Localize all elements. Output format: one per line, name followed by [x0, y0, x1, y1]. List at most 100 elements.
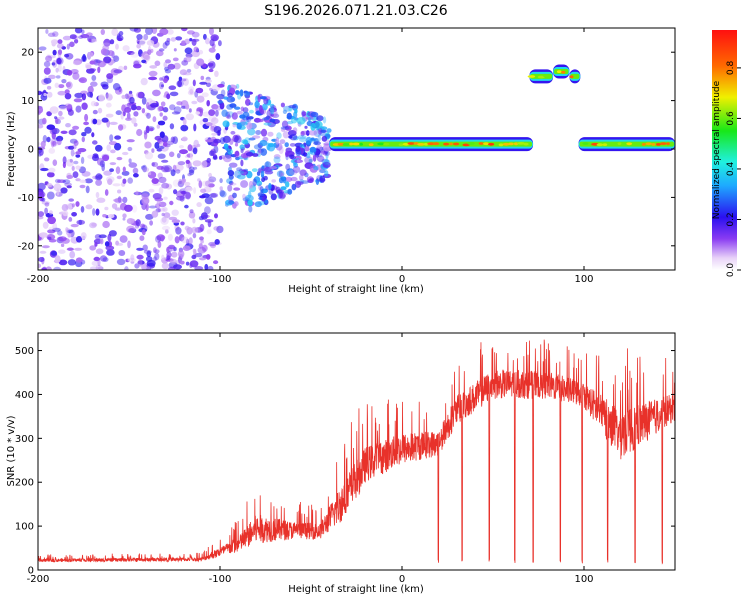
- spectrogram-noise-blob: [219, 101, 225, 110]
- spectrogram-noise-blob: [121, 94, 126, 99]
- spectrogram-noise-blob: [198, 243, 203, 249]
- spectrogram-noise-blob: [255, 130, 262, 135]
- spectrogram-noise-blob: [89, 222, 97, 229]
- tone-peak: [537, 75, 545, 79]
- spectrogram-noise-blob: [216, 225, 224, 234]
- spectrogram-noise-blob: [69, 41, 75, 48]
- spectrogram-noise-blob: [194, 90, 199, 98]
- spectrogram-noise-blob: [146, 259, 156, 267]
- spectrogram-noise-blob: [287, 188, 293, 195]
- spectrogram-noise-blob: [110, 55, 118, 61]
- spectrogram-noise-blob: [236, 174, 246, 180]
- spectrogram-noise-blob: [282, 176, 287, 184]
- spectrogram-noise-blob: [38, 46, 47, 51]
- spectrogram-noise-blob: [170, 37, 177, 42]
- spectrogram-noise-blob: [270, 193, 277, 201]
- tone-peak: [462, 143, 470, 147]
- spectrogram-noise-blob: [60, 243, 65, 247]
- snr-panel: -200 -100 0 100 0 100 200 300 400 500 Height of s…: [6, 332, 676, 595]
- spectrogram-noise-blob: [76, 219, 85, 225]
- spectrogram-noise-blob: [159, 77, 163, 81]
- spectrogram-noise-blob: [106, 249, 115, 256]
- spectrogram-noise-blob: [208, 109, 216, 116]
- spectrogram-noise-blob: [54, 82, 59, 89]
- spectrogram-noise-blob: [196, 143, 201, 148]
- spectrogram-noise-blob: [214, 213, 218, 219]
- spectrogram-noise-blob: [106, 144, 111, 152]
- spectrogram-noise-blob: [73, 160, 79, 165]
- spectrogram-noise-blob: [248, 102, 254, 106]
- spectrogram-noise-blob: [50, 250, 57, 256]
- spectrogram-noise-blob: [151, 161, 159, 168]
- spectrogram-xtick-label: -200: [27, 274, 50, 285]
- spectrogram-noise-blob: [143, 53, 151, 62]
- spectrogram-noise-blob: [110, 149, 116, 154]
- spectrogram-noise-blob: [160, 101, 166, 107]
- spectrogram-noise-blob: [278, 191, 286, 200]
- spectrogram-noise-blob: [107, 214, 115, 219]
- spectrogram-noise-blob: [84, 178, 93, 184]
- spectrogram-noise-blob: [57, 49, 63, 55]
- spectrogram-noise-blob: [185, 191, 191, 200]
- snr-ytick-label: 200: [15, 478, 34, 489]
- spectrogram-noise-blob: [171, 209, 179, 216]
- spectrogram-noise-blob: [144, 141, 152, 149]
- spectrogram-noise-blob: [133, 63, 142, 69]
- spectrogram-noise-blob: [42, 245, 50, 249]
- spectrogram-noise-blob: [315, 178, 320, 186]
- spectrogram-noise-blob: [78, 219, 83, 226]
- spectrogram-noise-blob: [154, 197, 164, 202]
- spectrogram-noise-blob: [95, 144, 103, 152]
- spectrogram-noise-blob: [223, 143, 229, 149]
- spectrogram-noise-blob: [211, 104, 219, 110]
- spectrogram-noise-blob: [69, 34, 77, 40]
- spectrogram-noise-blob: [248, 205, 253, 213]
- spectrogram-noise-blob: [102, 214, 107, 218]
- spectrogram-noise-blob: [163, 165, 173, 173]
- spectrogram-noise-blob: [162, 115, 168, 121]
- spectrogram-noise-blob: [116, 175, 122, 180]
- spectrogram-noise-blob: [322, 116, 327, 124]
- spectrogram-noise-blob: [88, 68, 97, 72]
- spectrogram-noise-blob: [208, 193, 217, 198]
- spectrogram-noise-blob: [196, 58, 205, 66]
- spectrogram-noise-blob: [210, 243, 216, 249]
- spectrogram-noise-blob: [282, 109, 287, 115]
- spectrogram-noise-blob: [267, 143, 276, 152]
- spectrogram-noise-blob: [222, 120, 230, 128]
- spectrogram-ytick-label: 0: [28, 145, 34, 156]
- spectrogram-noise-blob: [184, 47, 193, 54]
- spectrogram-noise-blob: [242, 111, 250, 118]
- spectrogram-noise-blob: [323, 159, 331, 166]
- spectrogram-noise-blob: [290, 117, 298, 124]
- spectrogram-noise-blob: [104, 189, 109, 196]
- spectrogram-noise-blob: [47, 91, 53, 98]
- spectrogram-noise-blob: [84, 126, 92, 134]
- spectrogram-noise-blob: [70, 223, 79, 228]
- spectrogram-noise-blob: [199, 195, 206, 199]
- spectrogram-noise-blob: [167, 63, 176, 70]
- spectrogram-noise-blob: [91, 222, 98, 227]
- spectrogram-noise-blob: [41, 201, 50, 205]
- spectrogram-noise-blob: [99, 238, 104, 245]
- spectrogram-noise-blob: [261, 196, 266, 203]
- spectrogram-noise-blob: [143, 54, 150, 61]
- spectrogram-noise-blob: [308, 130, 318, 136]
- spectrogram-noise-blob: [179, 234, 185, 242]
- spectrogram-noise-blob: [295, 145, 301, 153]
- spectrogram-noise-blob: [108, 94, 113, 101]
- spectrogram-noise-blob: [52, 222, 58, 230]
- spectrogram-noise-blob: [205, 254, 211, 260]
- spectrogram-noise-blob: [205, 122, 213, 127]
- spectrogram-noise-blob: [101, 163, 105, 172]
- spectrogram-noise-blob: [156, 50, 164, 57]
- spectrogram-noise-blob: [219, 189, 225, 197]
- spectrogram-noise-blob: [45, 266, 52, 270]
- spectrogram-noise-blob: [146, 266, 151, 270]
- spectrogram-noise-blob: [122, 213, 127, 219]
- spectrogram-noise-blob: [161, 182, 170, 189]
- spectrogram-noise-blob: [261, 165, 265, 169]
- spectrogram-noise-blob: [321, 135, 328, 142]
- spectrogram-noise-blob: [95, 248, 104, 255]
- spectrogram-noise-blob: [43, 61, 51, 68]
